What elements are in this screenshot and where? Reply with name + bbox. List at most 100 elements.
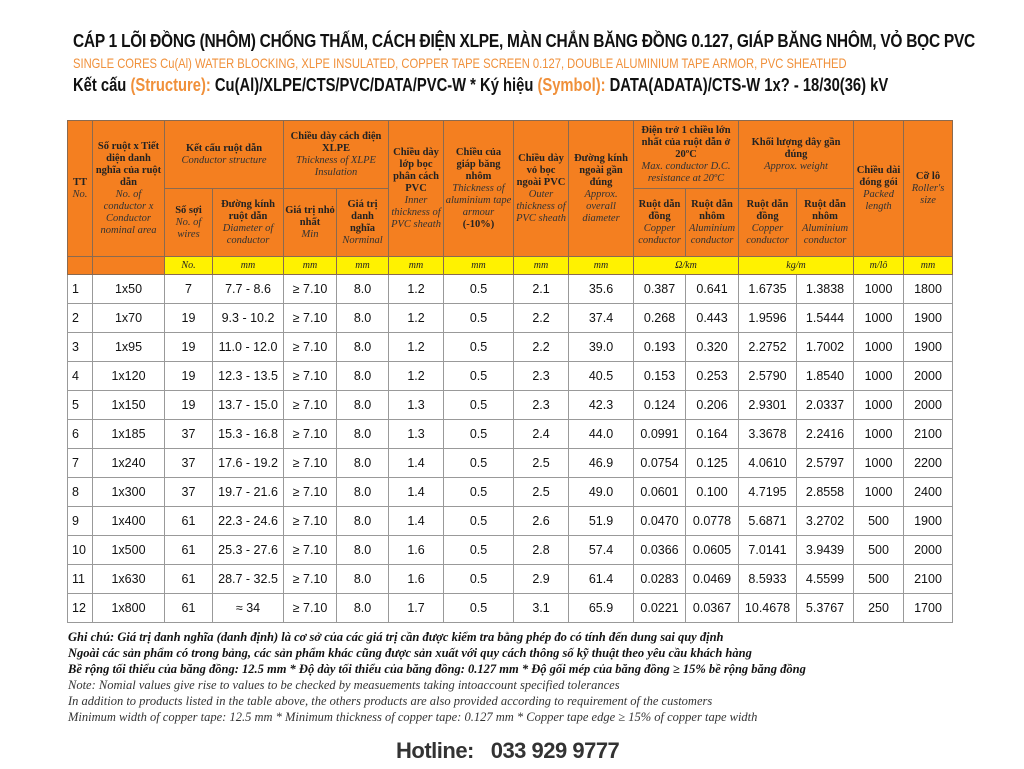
table-cell: 2000 xyxy=(903,535,954,565)
table-cell: 250 xyxy=(853,593,905,623)
note-vi-1: Ghi chú: Giá trị danh nghĩa (danh định) … xyxy=(68,630,724,644)
col-outer: Chiều dày vỏ bọc ngoài PVC Outer thicknes… xyxy=(513,120,570,257)
table-cell: 7.7 - 8.6 xyxy=(211,274,285,304)
table-cell: 2.1 xyxy=(513,274,570,304)
table-cell: 2000 xyxy=(903,361,954,391)
table-cell: 8.0 xyxy=(336,477,390,507)
table-cell: 3 xyxy=(67,332,93,362)
table-cell: 19 xyxy=(164,361,213,391)
unit-cell: m/lô xyxy=(853,256,905,275)
table-cell: 0.0366 xyxy=(633,535,687,565)
structure-line: Kết cấu (Structure): Cu(Al)/XLPE/CTS/PVC… xyxy=(73,75,888,96)
table-cell: 12 xyxy=(67,593,93,623)
table-cell: 0.193 xyxy=(633,332,687,362)
table-cell: 2.9 xyxy=(513,564,570,594)
table-cell: 2200 xyxy=(903,448,954,478)
col-tt: TT No. xyxy=(67,120,93,257)
table-cell: ≥ 7.10 xyxy=(283,419,338,449)
table-cell: 8.0 xyxy=(336,419,390,449)
table-cell: 500 xyxy=(853,535,905,565)
table-cell: 8.0 xyxy=(336,448,390,478)
col-diameter: Đường kính ruột dẫn Diameter of conductor xyxy=(211,188,285,257)
table-cell: 61 xyxy=(164,506,213,536)
table-cell: 500 xyxy=(853,564,905,594)
unit-cell: mm xyxy=(388,256,445,275)
table-row: 6 1x185 37 15.3 - 16.8 ≥ 7.10 8.0 1.3 0.5 2.4 44.… xyxy=(67,419,954,449)
table-cell: 2.8 xyxy=(513,535,570,565)
structure-label-en: (Structure): xyxy=(130,75,211,95)
table-cell: 0.124 xyxy=(633,390,687,420)
table-cell: 0.5 xyxy=(443,477,515,507)
table-cell: 0.153 xyxy=(633,361,687,391)
table-body: 1 1x50 7 7.7 - 8.6 ≥ 7.10 8.0 1.2 0.5 2.1 35.6 0.3… xyxy=(67,274,954,623)
table-cell: ≥ 7.10 xyxy=(283,303,338,333)
unit-cell: No. xyxy=(164,256,213,275)
table-row: 3 1x95 19 11.0 - 12.0 ≥ 7.10 8.0 1.2 0.5 2.2 39.0… xyxy=(67,332,954,362)
col-conductor: Kết cấu ruột dẫn Conductor structure xyxy=(163,120,285,189)
table-cell: ≥ 7.10 xyxy=(283,390,338,420)
table-cell: 2100 xyxy=(903,419,954,449)
table-cell: 3.2702 xyxy=(796,506,855,536)
hotline: Hotline: 033 929 9777 xyxy=(396,738,620,763)
col-roller: Cỡ lô Roller's size xyxy=(903,120,954,257)
table-row: 1 1x50 7 7.7 - 8.6 ≥ 7.10 8.0 1.2 0.5 2.1 35.6 0.3… xyxy=(67,274,954,304)
table-cell: 1x95 xyxy=(92,332,165,362)
table-cell: 1900 xyxy=(903,506,954,536)
table-cell: 0.0605 xyxy=(685,535,740,565)
table-cell: 8.0 xyxy=(336,361,390,391)
table-cell: 2.3 xyxy=(513,390,570,420)
table-cell: 1000 xyxy=(853,274,905,304)
note-en-3: Minimum width of copper tape: 12.5 mm * … xyxy=(68,710,758,724)
table-cell: 1x240 xyxy=(92,448,165,478)
table-cell: 11.0 - 12.0 xyxy=(211,332,285,362)
table-cell: 0.0601 xyxy=(633,477,687,507)
table-cell: 1x300 xyxy=(92,477,165,507)
table-cell: 2.9301 xyxy=(738,390,798,420)
table-row: 5 1x150 19 13.7 - 15.0 ≥ 7.10 8.0 1.3 0.5 2.3 42.… xyxy=(67,390,954,420)
table-cell: 2.2 xyxy=(513,332,570,362)
table-row: 9 1x400 61 22.3 - 24.6 ≥ 7.10 8.0 1.4 0.5 2.6 51.… xyxy=(67,506,954,536)
unit-cell: mm xyxy=(903,256,954,275)
table-cell: 12.3 - 13.5 xyxy=(211,361,285,391)
table-cell: 7 xyxy=(164,274,213,304)
page-subtitle: SINGLE CORES Cu(Al) WATER BLOCKING, XLPE… xyxy=(73,55,847,71)
unit-cell: kg/m xyxy=(738,256,855,275)
table-cell: 1.8540 xyxy=(796,361,855,391)
table-cell: 1000 xyxy=(853,419,905,449)
table-cell: ≥ 7.10 xyxy=(283,506,338,536)
table-cell: ≥ 7.10 xyxy=(283,448,338,478)
col-inner: Chiều dày lớp bọc phân cách PVC Inner thi… xyxy=(388,120,445,257)
col-weight-al: Ruột dẫn nhôm Aluminium conductor xyxy=(796,188,855,257)
table-cell: 0.5 xyxy=(443,303,515,333)
table-cell: 0.0470 xyxy=(633,506,687,536)
table-cell: 0.5 xyxy=(443,274,515,304)
table-cell: 37 xyxy=(164,448,213,478)
notes: Ghi chú: Giá trị danh nghĩa (danh định) … xyxy=(68,629,806,725)
table-cell: 61 xyxy=(164,564,213,594)
col-overall: Đường kính ngoài gần đúng Approx. overall… xyxy=(568,120,635,257)
table-cell: 8.0 xyxy=(336,535,390,565)
table-cell: ≈ 34 xyxy=(211,593,285,623)
table-cell: 0.387 xyxy=(633,274,687,304)
unit-cell: mm xyxy=(283,256,338,275)
table-cell: 0.5 xyxy=(443,564,515,594)
table-cell: 10 xyxy=(67,535,93,565)
table-cell: 1x185 xyxy=(92,419,165,449)
table-cell: 1.2 xyxy=(388,361,445,391)
col-weight: Khối lượng dây gần đúng Approx. weight xyxy=(738,120,855,189)
table-cell: 1000 xyxy=(853,448,905,478)
table-cell: ≥ 7.10 xyxy=(283,274,338,304)
table-cell: 19.7 - 21.6 xyxy=(211,477,285,507)
table-cell: 4 xyxy=(67,361,93,391)
table-cell: ≥ 7.10 xyxy=(283,477,338,507)
table-cell: 0.206 xyxy=(685,390,740,420)
table-cell: 0.0283 xyxy=(633,564,687,594)
table-cell: 37 xyxy=(164,477,213,507)
table-cell: 1x500 xyxy=(92,535,165,565)
table-cell: 2 xyxy=(67,303,93,333)
col-insulation: Chiều dày cách điện XLPE Thickness of XLP… xyxy=(283,120,390,189)
table-cell: 2.0337 xyxy=(796,390,855,420)
table-cell: 37.4 xyxy=(568,303,635,333)
table-cell: 61 xyxy=(164,535,213,565)
table-cell: 44.0 xyxy=(568,419,635,449)
